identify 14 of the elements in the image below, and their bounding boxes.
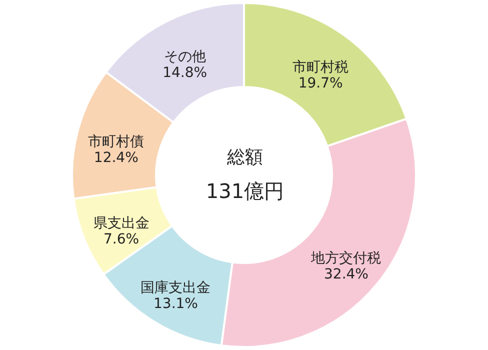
slice-label: 県支出金	[93, 216, 150, 232]
data-label: 14.8%	[162, 65, 208, 82]
data-label: 13.1%	[153, 296, 198, 312]
data-label: 7.6%	[103, 232, 140, 248]
text: 総額	[226, 147, 263, 168]
slice-label: その他	[164, 49, 206, 66]
data-label: 32.4%	[324, 266, 368, 282]
slice-label: 国庫支出金	[140, 280, 211, 296]
data-label: 12.4%	[94, 150, 138, 166]
slice-label: 地方交付税	[310, 250, 382, 266]
text: 131億円	[206, 179, 284, 203]
data-label: 19.7%	[298, 75, 343, 92]
slice-label: 市町村債	[88, 134, 144, 150]
slice-label: 市町村税	[292, 59, 349, 76]
